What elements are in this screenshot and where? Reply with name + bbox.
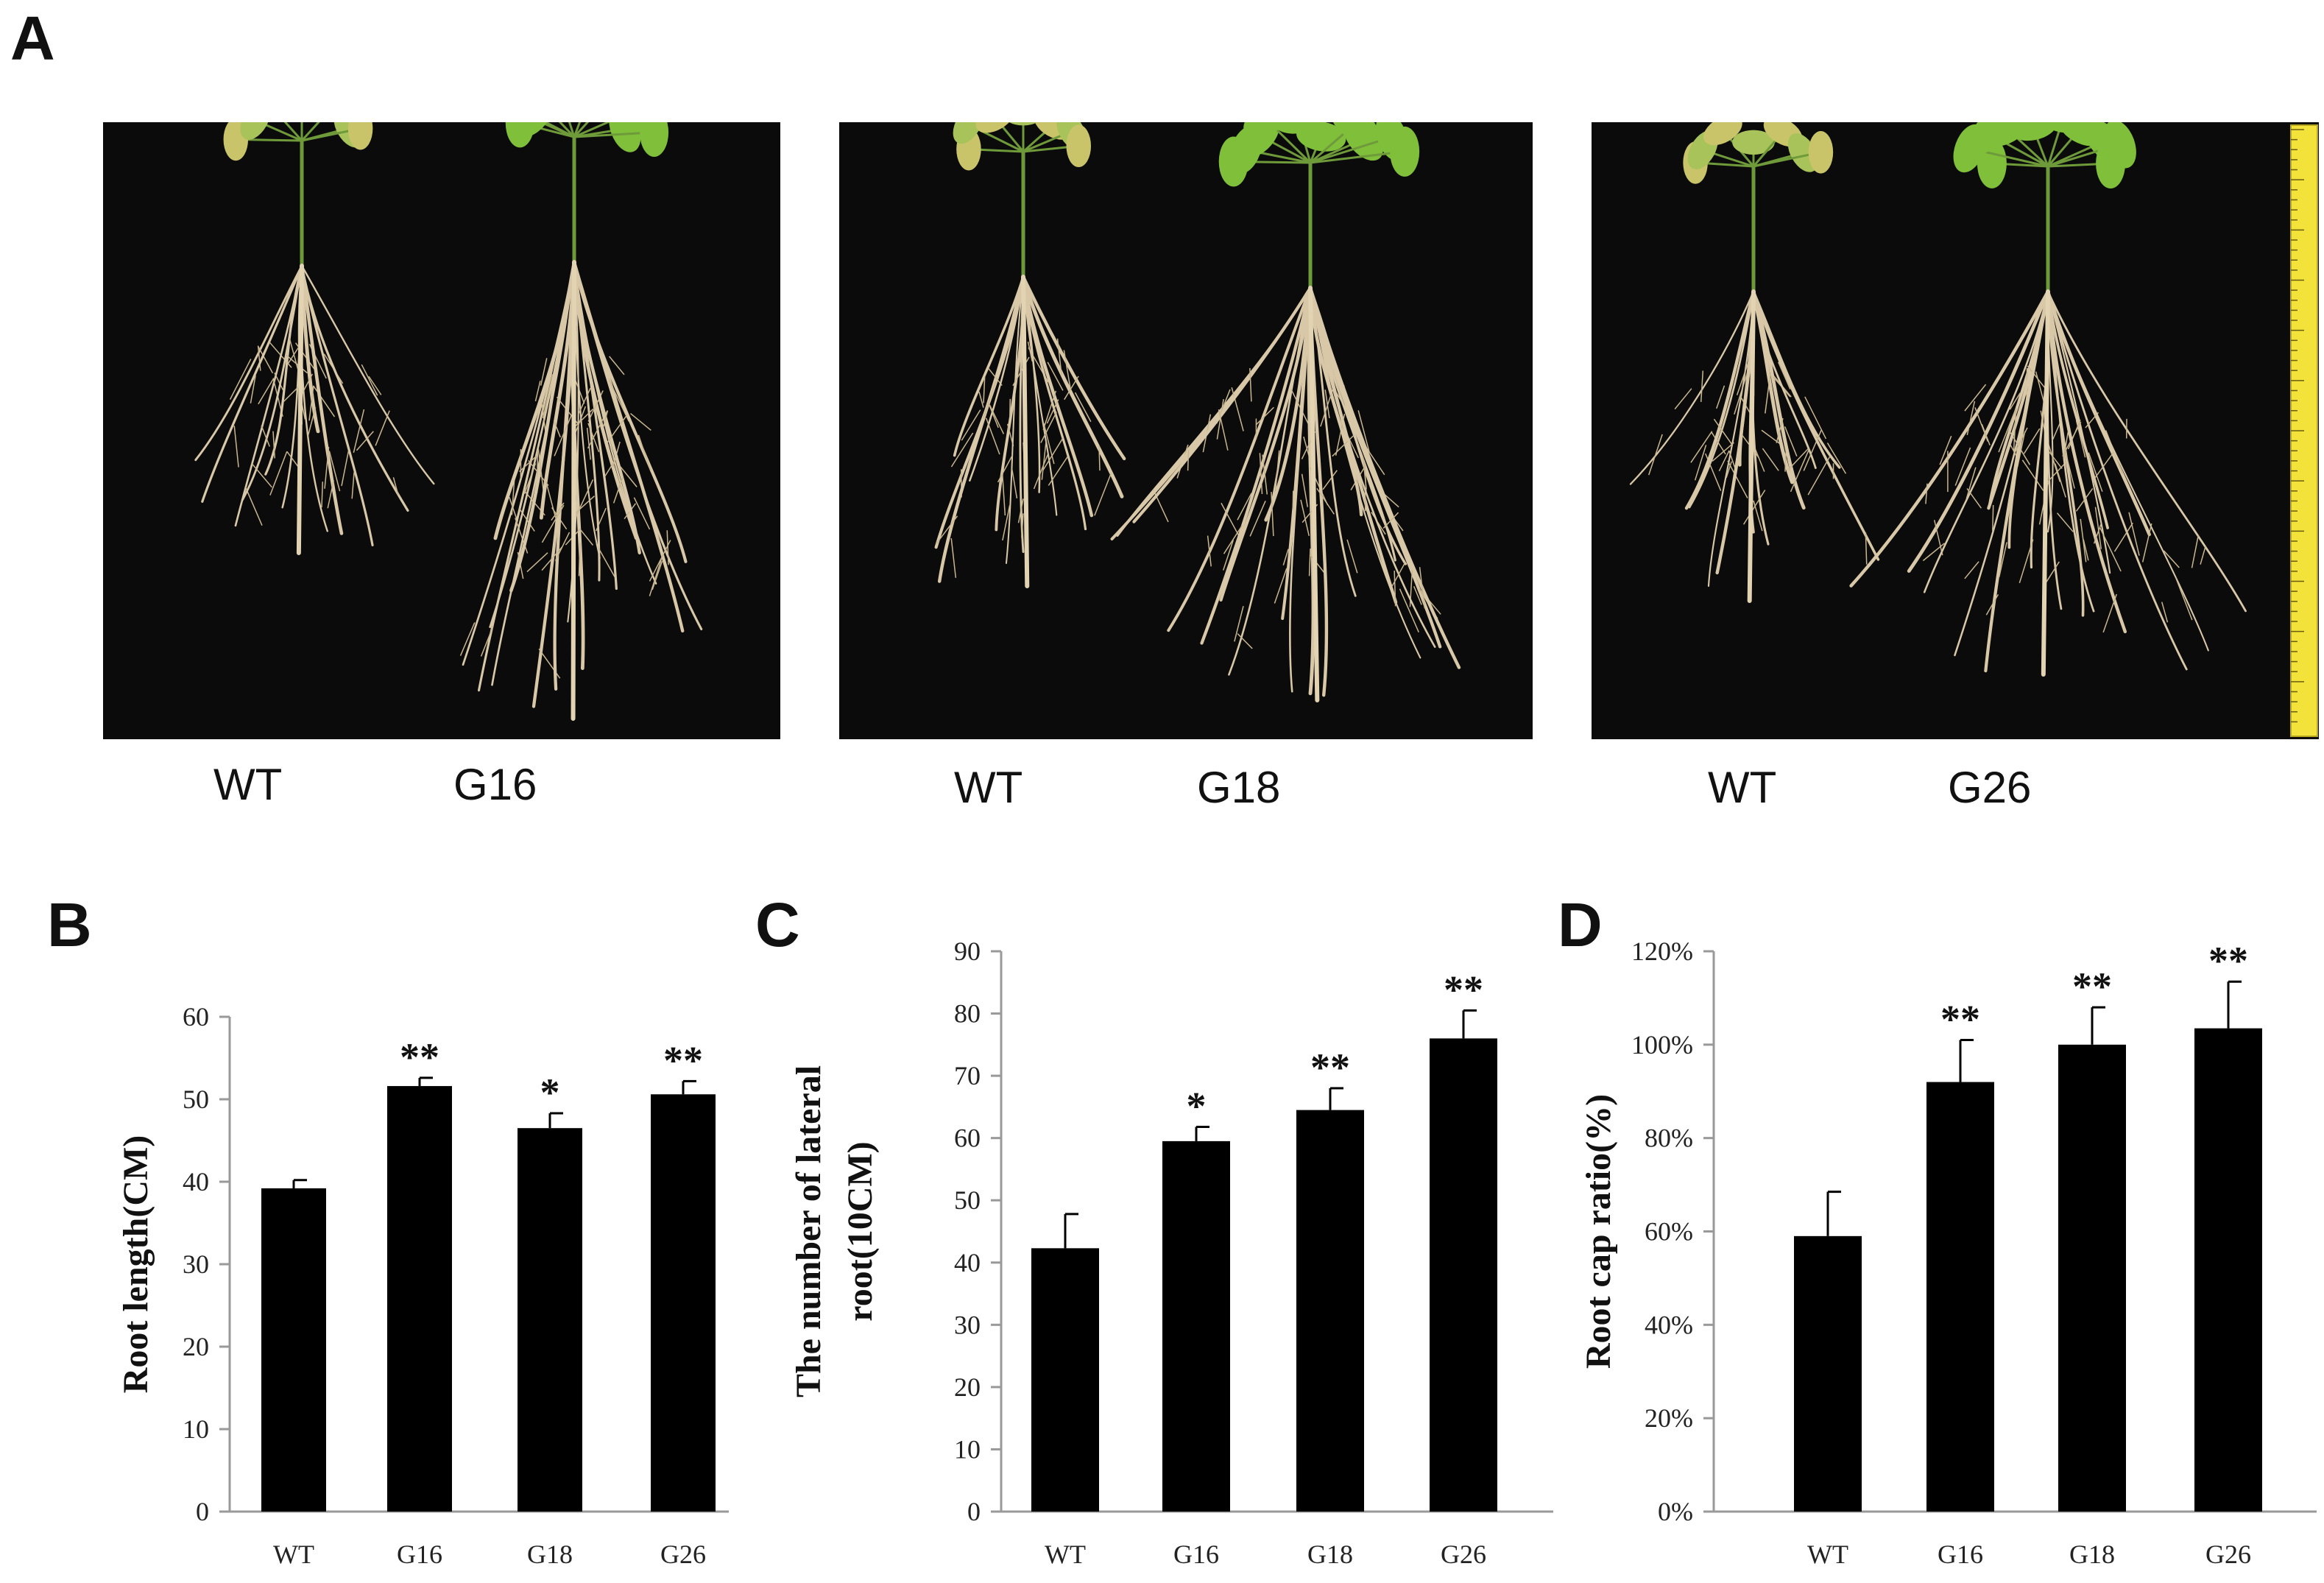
y-axis-title: root(10CM) — [841, 1141, 880, 1321]
y-tick-label: 60 — [183, 1002, 209, 1032]
plant — [1110, 122, 1461, 702]
x-tick-label: WT — [273, 1540, 314, 1569]
bar-wt — [1031, 1248, 1099, 1512]
x-tick-label: G18 — [1307, 1540, 1353, 1569]
significance-marker: * — [540, 1071, 560, 1115]
y-tick-label: 60 — [954, 1124, 981, 1153]
y-tick-label: 70 — [954, 1061, 981, 1090]
bar-g26 — [651, 1094, 716, 1512]
y-axis-title: Root length(CM) — [116, 1135, 155, 1394]
bar-g18 — [1296, 1110, 1364, 1512]
photo-label-g26: G26 — [1948, 763, 2032, 812]
y-axis-title: The number of lateral — [789, 1065, 828, 1397]
x-tick-label: G26 — [2205, 1540, 2251, 1569]
bar-g16 — [1162, 1140, 1230, 1512]
plant — [934, 122, 1126, 588]
x-tick-label: G26 — [1441, 1540, 1486, 1569]
photo-background — [1592, 122, 2319, 739]
photo-label-wt: WT — [213, 760, 283, 809]
y-tick-label: 120% — [1631, 937, 1693, 966]
photo-label-g16: G16 — [453, 760, 537, 809]
y-tick-label: 40% — [1645, 1310, 1693, 1339]
y-tick-label: 80% — [1645, 1124, 1693, 1153]
photo-wt-g18 — [839, 122, 1533, 739]
x-tick-label: WT — [1045, 1540, 1086, 1569]
panel-letter-d: D — [1558, 890, 1603, 959]
y-tick-label: 20 — [183, 1332, 209, 1361]
plant — [194, 122, 435, 555]
x-tick-label: G16 — [1173, 1540, 1219, 1569]
photo-label-g18: G18 — [1197, 763, 1281, 812]
y-tick-label: 40 — [954, 1248, 981, 1277]
bar-g16 — [387, 1086, 452, 1512]
y-axis-title: Root cap ratio(%) — [1579, 1094, 1618, 1369]
photo-background — [103, 122, 780, 739]
significance-marker: ** — [1444, 967, 1483, 1012]
significance-marker: ** — [2072, 965, 2112, 1009]
y-tick-label: 90 — [954, 937, 981, 966]
x-tick-label: G18 — [527, 1540, 573, 1569]
bar-wt — [261, 1188, 326, 1512]
x-tick-label: G26 — [660, 1540, 706, 1569]
y-tick-label: 100% — [1631, 1030, 1693, 1060]
x-tick-label: G18 — [2069, 1540, 2115, 1569]
significance-marker: ** — [2208, 939, 2248, 983]
significance-marker: ** — [1310, 1046, 1350, 1090]
photo-label-wt: WT — [954, 763, 1023, 812]
y-tick-label: 50 — [183, 1085, 209, 1114]
y-tick-label: 40 — [183, 1167, 209, 1196]
y-tick-label: 0 — [196, 1497, 209, 1526]
y-tick-label: 80 — [954, 999, 981, 1029]
significance-marker: ** — [400, 1035, 439, 1079]
significance-marker: * — [1187, 1084, 1207, 1128]
bar-g18 — [518, 1128, 582, 1512]
chart-root-cap-ratio: 0% 20% 40% 60% 80% 100% 120% Root cap ratio(%) W… — [1579, 937, 2317, 1569]
y-tick-label: 0 — [967, 1497, 981, 1526]
photo-wt-g26 — [1592, 122, 2319, 739]
photo-background — [839, 122, 1533, 739]
bar-wt — [1794, 1235, 1862, 1512]
significance-marker: ** — [663, 1038, 703, 1082]
photo-wt-g16 — [103, 122, 780, 739]
y-tick-label: 0% — [1658, 1497, 1693, 1526]
bar-g18 — [2058, 1044, 2126, 1512]
x-tick-label: G16 — [1938, 1540, 1983, 1569]
panel-letter-c: C — [755, 890, 800, 959]
y-tick-label: 60% — [1645, 1217, 1693, 1247]
x-tick-label: WT — [1807, 1540, 1848, 1569]
bar-g16 — [1926, 1082, 1994, 1512]
photo-label-wt: WT — [1708, 763, 1777, 812]
panel-letter-b: B — [47, 890, 92, 959]
chart-root-length: 0 10 20 30 40 50 60 Root length(CM) WT ** G16 * G18 *… — [116, 1002, 729, 1569]
panel-letter-a: A — [10, 4, 55, 73]
y-tick-label: 10 — [954, 1434, 981, 1464]
y-tick-label: 20% — [1645, 1403, 1693, 1433]
y-tick-label: 10 — [183, 1414, 209, 1444]
y-tick-label: 20 — [954, 1372, 981, 1402]
plant — [1629, 122, 1880, 603]
bar-g26 — [1430, 1038, 1497, 1512]
y-tick-label: 30 — [183, 1249, 209, 1279]
significance-marker: ** — [1940, 997, 1980, 1041]
bar-g26 — [2194, 1028, 2262, 1512]
x-tick-label: G16 — [397, 1540, 442, 1569]
y-tick-label: 50 — [954, 1185, 981, 1215]
plant — [1849, 122, 2247, 677]
plant — [459, 122, 703, 721]
y-tick-label: 30 — [954, 1310, 981, 1339]
chart-lateral-root: 0 10 20 30 40 50 60 70 80 90 The number of lateral… — [789, 937, 1553, 1569]
